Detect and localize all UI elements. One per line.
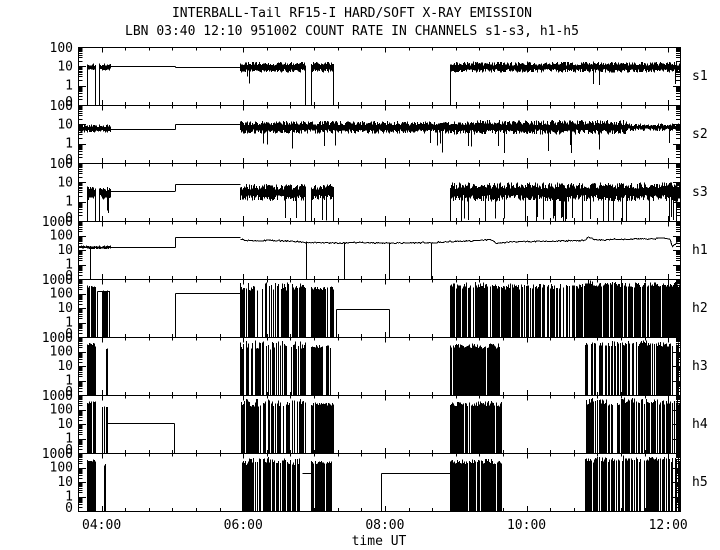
xtick-label: 08:00 <box>365 518 404 533</box>
ytick-label: 10 <box>57 475 73 490</box>
ytick-label: 1 <box>65 258 73 273</box>
panel-ticks-s1 <box>78 47 681 106</box>
panel-label-s2: s2 <box>692 127 708 142</box>
ytick-label: 100 <box>50 41 73 56</box>
panel-s1: 100 10 10 s1 <box>50 41 708 110</box>
panel-frame-s1 <box>78 47 681 106</box>
panel-label-h2: h2 <box>692 301 708 316</box>
panel-ticks-s3 <box>78 163 681 222</box>
xtick-label: 10:00 <box>507 518 546 533</box>
ytick-label: 0 <box>65 385 73 400</box>
ytick-label: 100 <box>50 403 73 418</box>
ytick-label: 1000 <box>42 215 73 230</box>
ytick-label: 0 <box>65 501 73 516</box>
ytick-label: 10 <box>57 243 73 258</box>
plot-subtitle: LBN 03:40 12:10 951002 COUNT RATE IN CHA… <box>125 24 579 39</box>
ytick-label: 100 <box>50 287 73 302</box>
xtick-label: 06:00 <box>224 518 263 533</box>
ytick-label: 10 <box>57 301 73 316</box>
ytick-label: 10 <box>57 175 73 190</box>
ytick-label: 1000 <box>42 331 73 346</box>
series-h2 <box>87 280 681 337</box>
panel-ticks-h1 <box>78 221 681 280</box>
ytick-label: 0 <box>65 153 73 168</box>
panel-ticks-h3 <box>78 337 681 396</box>
ytick-label: 1 <box>65 374 73 389</box>
ytick-label: 1 <box>65 79 73 94</box>
plot-title: INTERBALL-Tail RF15-I HARD/SOFT X-RAY EM… <box>172 6 532 21</box>
ytick-label: 1 <box>65 490 73 505</box>
panel-frame-h1 <box>78 221 681 280</box>
panel-label-s3: s3 <box>692 185 708 200</box>
ytick-label: 100 <box>50 229 73 244</box>
panel-ticks-s2 <box>78 105 681 164</box>
ytick-label: 1 <box>65 316 73 331</box>
panel-label-s1: s1 <box>692 69 708 84</box>
panel-frame-h3 <box>78 337 681 396</box>
ytick-label: 0 <box>65 327 73 342</box>
x-axis-label: time UT <box>352 534 407 549</box>
series-h1 <box>78 236 681 279</box>
ytick-label: 0 <box>65 211 73 226</box>
series-s2 <box>78 120 681 154</box>
series-s1 <box>87 61 681 105</box>
ytick-label: 100 <box>50 345 73 360</box>
panel-label-h5: h5 <box>692 475 708 490</box>
x-axis-tick-labels: 04:00 06:00 08:00 10:00 12:00 <box>82 518 688 533</box>
xtick-label: 12:00 <box>649 518 688 533</box>
ytick-label: 1 <box>65 195 73 210</box>
ytick-label: 100 <box>50 461 73 476</box>
ytick-label: 100 <box>50 157 73 172</box>
panel-s2: 100 10 10 s2 <box>50 99 708 168</box>
ytick-label: 1000 <box>42 389 73 404</box>
xtick-label: 04:00 <box>82 518 121 533</box>
ytick-label: 100 <box>50 99 73 114</box>
ytick-label: 1000 <box>42 447 73 462</box>
panel-label-h1: h1 <box>692 243 708 258</box>
series-h3 <box>87 340 681 395</box>
ytick-label: 10 <box>57 117 73 132</box>
series-s3 <box>87 182 681 221</box>
panel-label-h3: h3 <box>692 359 708 374</box>
plot-panels-root: 1001010s11001010s21001010s310001001010h1… <box>42 41 708 533</box>
panel-frame-s2 <box>78 105 681 164</box>
ytick-label: 10 <box>57 359 73 374</box>
series-h4 <box>87 397 681 453</box>
ytick-label: 1 <box>65 137 73 152</box>
panel-s3: 100 10 10 s3 <box>50 157 708 226</box>
ytick-label: 0 <box>65 95 73 110</box>
series-h5 <box>87 455 680 511</box>
ytick-label: 0 <box>65 269 73 284</box>
ytick-label: 10 <box>57 417 73 432</box>
ytick-label: 0 <box>65 443 73 458</box>
panel-label-h4: h4 <box>692 417 708 432</box>
ytick-label: 1000 <box>42 273 73 288</box>
ytick-label: 10 <box>57 59 73 74</box>
ytick-label: 1 <box>65 432 73 447</box>
